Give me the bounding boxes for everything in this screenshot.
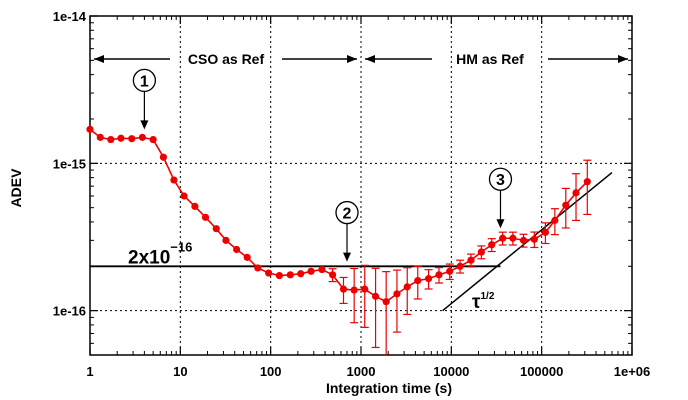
data-point xyxy=(371,292,380,300)
data-point xyxy=(530,235,538,243)
data-point xyxy=(488,241,496,249)
data-point xyxy=(361,285,369,293)
data-point xyxy=(477,248,485,256)
data-point xyxy=(393,290,401,298)
data-point xyxy=(243,253,251,261)
callout-number: 2 xyxy=(343,206,352,223)
data-point xyxy=(509,234,517,242)
right-region-label: HM as Ref xyxy=(456,51,524,67)
data-point xyxy=(499,234,507,242)
data-point xyxy=(297,270,305,278)
slope-line xyxy=(442,171,613,312)
data-point xyxy=(149,135,157,144)
reference-label: 2x10−16 xyxy=(128,239,192,268)
left-region-arrowhead xyxy=(347,55,357,63)
data-points xyxy=(86,125,591,306)
data-point xyxy=(350,286,358,294)
x-tick-label: 1 xyxy=(86,364,93,379)
data-point xyxy=(339,285,348,293)
data-point xyxy=(572,189,580,197)
reference-exponent: −16 xyxy=(170,239,192,254)
data-point xyxy=(275,271,284,280)
y-tick-label: 1e-15 xyxy=(53,156,86,171)
data-point xyxy=(180,192,188,200)
data-point xyxy=(467,256,475,264)
data-point xyxy=(329,271,337,279)
right-region-arrowhead xyxy=(365,55,375,63)
callout-number: 1 xyxy=(140,73,149,90)
data-point xyxy=(191,202,199,211)
data-point xyxy=(551,216,559,224)
y-axis-label: ADEV xyxy=(8,168,24,208)
data-point xyxy=(562,201,570,209)
data-point xyxy=(159,153,168,161)
data-point xyxy=(86,125,94,133)
data-point xyxy=(170,176,178,184)
data-point xyxy=(456,262,464,270)
data-point xyxy=(107,135,115,144)
left-region-label: CSO as Ref xyxy=(188,51,265,67)
data-point xyxy=(117,134,125,142)
data-point xyxy=(212,225,220,233)
x-tick-label: 1e+06 xyxy=(614,364,651,379)
callouts: 1 2 3 xyxy=(132,68,513,262)
x-tick-label: 10000 xyxy=(433,364,469,379)
data-point xyxy=(435,271,443,279)
data-point xyxy=(233,245,241,254)
slope-tau: τ xyxy=(472,292,481,313)
callout-arrowhead xyxy=(343,252,352,262)
grid-lines xyxy=(90,16,632,355)
callout-arrowhead xyxy=(140,120,149,130)
slope-line-segment xyxy=(442,171,613,312)
data-point xyxy=(541,228,550,236)
right-region-arrowhead xyxy=(618,55,628,63)
data-point xyxy=(519,236,528,244)
data-point xyxy=(424,275,433,283)
x-axis-label: Integration time (s) xyxy=(326,380,452,396)
data-point xyxy=(265,269,273,277)
left-region-arrowhead xyxy=(94,55,104,63)
error-bars xyxy=(328,159,592,355)
x-tick-label: 1000 xyxy=(347,364,376,379)
data-point xyxy=(286,271,294,279)
data-point xyxy=(128,135,136,143)
annotations: CSO as Ref HM as Ref 2x10−16 τ1/2 xyxy=(94,51,628,313)
data-point xyxy=(254,264,262,272)
data-point xyxy=(96,133,104,141)
data-point xyxy=(307,267,315,275)
data-point xyxy=(318,265,326,274)
callout-arrowhead xyxy=(496,219,505,229)
data-point xyxy=(382,298,390,306)
reference-mantissa: 2x10 xyxy=(128,247,170,268)
x-ticks: 1 10 100 1000 10000 100000 1e+06 xyxy=(86,16,650,379)
data-point xyxy=(403,283,411,291)
data-point xyxy=(201,213,210,221)
data-point xyxy=(222,236,230,244)
slope-exponent: 1/2 xyxy=(480,291,494,302)
x-tick-label: 10 xyxy=(173,364,187,379)
data-point xyxy=(414,276,422,285)
callout-number: 3 xyxy=(496,172,505,189)
y-tick-label: 1e-16 xyxy=(53,304,86,319)
data-point xyxy=(138,133,146,141)
slope-label: τ1/2 xyxy=(472,291,495,313)
x-tick-label: 100000 xyxy=(520,364,563,379)
data-point xyxy=(583,178,591,186)
y-ticks: 1e-16 1e-15 1e-14 xyxy=(53,9,632,356)
data-point xyxy=(446,267,454,275)
y-tick-label: 1e-14 xyxy=(53,9,87,24)
x-tick-label: 100 xyxy=(260,364,282,379)
